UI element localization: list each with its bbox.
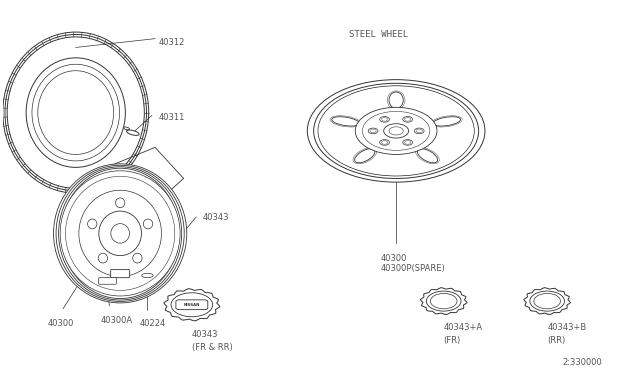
Ellipse shape (384, 124, 408, 138)
Text: 40343: 40343 (192, 330, 218, 339)
Ellipse shape (403, 116, 413, 122)
Ellipse shape (380, 116, 390, 122)
Text: (FR & RR): (FR & RR) (192, 343, 232, 352)
Ellipse shape (332, 117, 359, 126)
Ellipse shape (99, 211, 141, 256)
Ellipse shape (403, 140, 413, 145)
Ellipse shape (355, 149, 375, 163)
Text: 40343+A: 40343+A (444, 323, 483, 332)
Text: 40300P(SPARE): 40300P(SPARE) (380, 264, 445, 273)
Ellipse shape (426, 291, 461, 311)
Ellipse shape (141, 273, 153, 278)
Ellipse shape (143, 219, 153, 229)
Ellipse shape (414, 128, 424, 134)
Ellipse shape (88, 219, 97, 229)
Ellipse shape (127, 130, 139, 135)
Ellipse shape (380, 140, 390, 145)
Ellipse shape (79, 190, 161, 276)
Text: 40343+B: 40343+B (547, 323, 586, 332)
Ellipse shape (111, 224, 129, 243)
Text: 40343: 40343 (203, 213, 229, 222)
Ellipse shape (389, 92, 403, 108)
Ellipse shape (171, 293, 212, 317)
Text: NISSAN: NISSAN (184, 303, 200, 307)
Ellipse shape (60, 171, 180, 296)
Text: (FR): (FR) (444, 336, 461, 345)
Text: STEEL WHEEL: STEEL WHEEL (349, 30, 408, 39)
Text: 40300A: 40300A (101, 316, 133, 325)
Polygon shape (524, 288, 570, 315)
Ellipse shape (355, 107, 437, 154)
Ellipse shape (132, 253, 142, 263)
Ellipse shape (115, 198, 125, 208)
Ellipse shape (38, 71, 114, 154)
Ellipse shape (430, 294, 457, 309)
Text: (RR): (RR) (547, 336, 565, 345)
Ellipse shape (99, 253, 108, 263)
Text: 2:330000: 2:330000 (563, 358, 602, 367)
Ellipse shape (26, 58, 125, 167)
Polygon shape (164, 289, 220, 321)
Polygon shape (420, 288, 467, 315)
FancyBboxPatch shape (111, 270, 130, 278)
Text: 40311: 40311 (158, 113, 184, 122)
Text: 40300: 40300 (47, 320, 74, 328)
Text: 40300: 40300 (380, 253, 406, 263)
Text: 40224: 40224 (139, 320, 165, 328)
Ellipse shape (433, 117, 461, 126)
Ellipse shape (417, 149, 438, 163)
Ellipse shape (124, 127, 129, 130)
Ellipse shape (530, 291, 564, 311)
Text: 40312: 40312 (158, 38, 184, 46)
Ellipse shape (534, 294, 561, 309)
Ellipse shape (318, 86, 474, 176)
Ellipse shape (54, 164, 187, 303)
FancyBboxPatch shape (176, 300, 208, 310)
Ellipse shape (368, 128, 378, 134)
FancyBboxPatch shape (99, 278, 116, 284)
